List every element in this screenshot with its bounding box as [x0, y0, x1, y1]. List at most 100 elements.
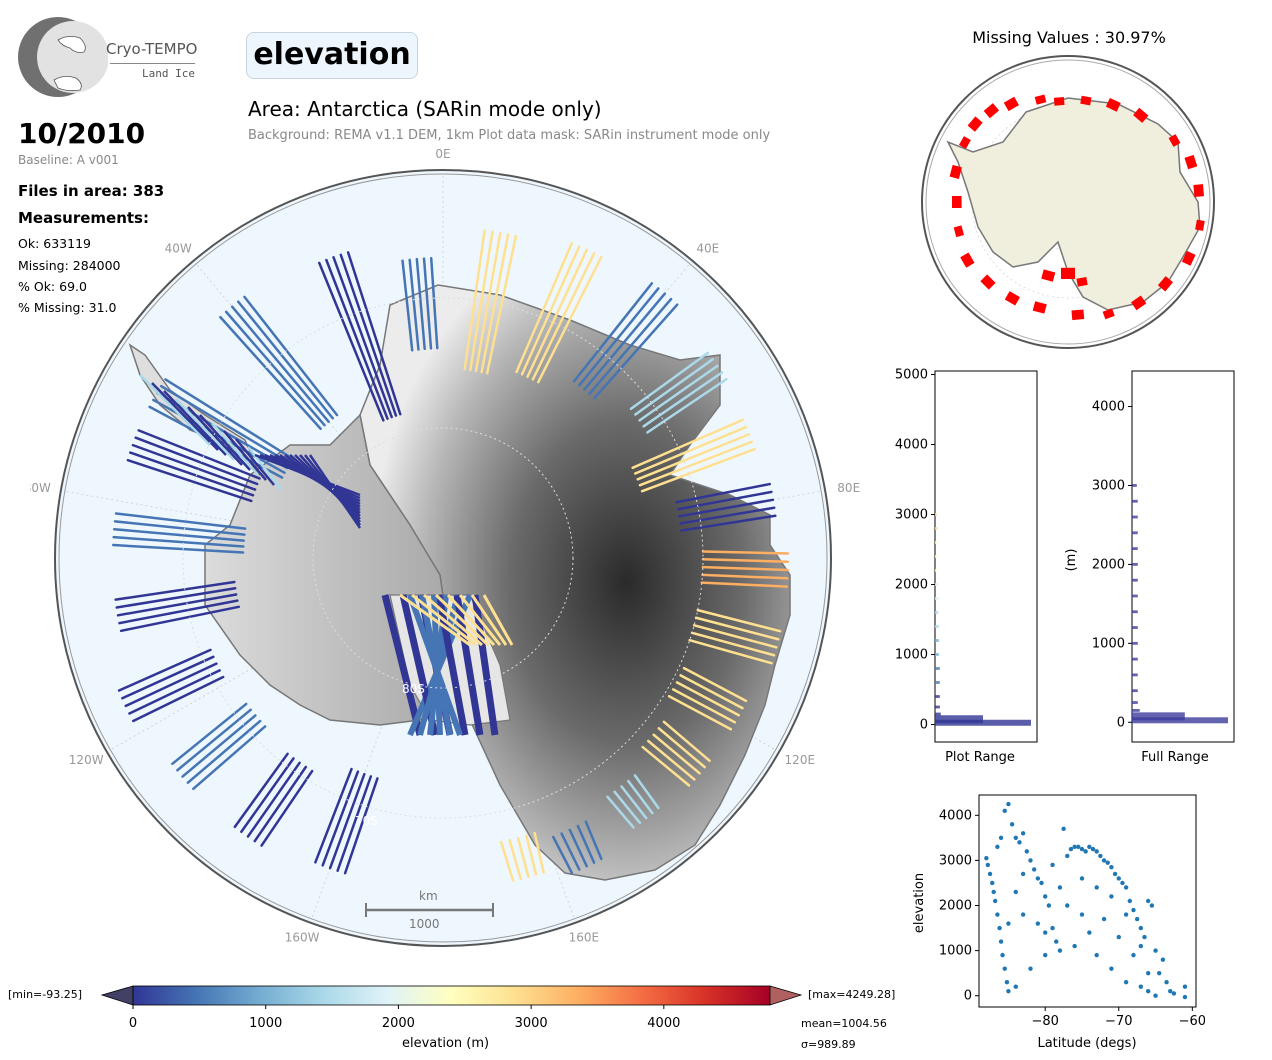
- missing-mark: [1105, 97, 1121, 112]
- missing-mark: [1195, 219, 1205, 231]
- scatter-point: [1035, 876, 1041, 881]
- y-tick-label: 3000: [939, 853, 972, 868]
- scatter-point: [1002, 966, 1007, 971]
- scatter-point: [1013, 835, 1018, 841]
- cryo-tempo-logo: [18, 17, 108, 97]
- scatter-point: [1009, 822, 1015, 827]
- track-segment: [114, 580, 236, 601]
- track-segment: [701, 573, 789, 580]
- histogram-bar: [1132, 531, 1138, 535]
- percent-ok: % Ok: 69.0: [18, 279, 87, 294]
- track-segment: [121, 655, 215, 700]
- scatter-point: [1168, 989, 1173, 994]
- colorbar-gradient: [132, 985, 771, 1006]
- hist-plot-xlabel: Plot Range: [945, 750, 1015, 765]
- ok-count: Ok: 633119: [18, 236, 91, 251]
- y-tick-label: 0: [964, 989, 972, 1004]
- missing-mark: [1184, 154, 1198, 170]
- files-count: Files in area: 383: [18, 182, 165, 200]
- scatter-point: [1157, 970, 1162, 976]
- baseline-label: Baseline: A v001: [18, 153, 119, 167]
- scatter-point: [1087, 930, 1092, 935]
- missing-mark: [953, 225, 965, 238]
- track-segment: [671, 688, 737, 724]
- scatter-ylabel: elevation: [912, 873, 927, 933]
- track-segment: [124, 662, 218, 708]
- histogram-bar: [935, 695, 940, 698]
- scatter-point: [1123, 885, 1129, 890]
- scatter-point: [1116, 876, 1121, 881]
- missing-mark: [958, 136, 971, 149]
- peninsula-track: [223, 430, 267, 481]
- track-segment: [171, 702, 248, 766]
- histogram-bar: [935, 569, 938, 572]
- lon-label: 40W: [165, 242, 192, 256]
- histogram-bar: [1132, 578, 1138, 582]
- missing-mark: [1053, 96, 1065, 106]
- track-segment: [240, 757, 295, 834]
- scale-bar: km 1000: [365, 889, 494, 931]
- track-segment: [485, 234, 518, 375]
- scatter-point: [1116, 934, 1121, 940]
- scatter-point: [1013, 984, 1018, 989]
- scatter-points: [984, 801, 1188, 1000]
- missing-value-marks: [949, 94, 1205, 321]
- colorbar-tick-label: 1000: [249, 1016, 282, 1031]
- histogram-bar: [1132, 610, 1138, 614]
- peninsula-track: [235, 438, 275, 486]
- percent-missing: % Missing: 31.0: [18, 300, 117, 315]
- lon-label: 160W: [285, 931, 320, 945]
- scatter-point: [1024, 849, 1030, 854]
- weddell-track: [308, 454, 362, 529]
- measurements-heading: Measurements:: [18, 209, 149, 227]
- y-tick-label: 0: [920, 718, 928, 733]
- histogram-bar: [935, 555, 938, 558]
- scatter-point: [1112, 871, 1118, 877]
- track-segment: [520, 245, 581, 376]
- scatter-point: [1006, 989, 1011, 994]
- track-segment: [415, 257, 426, 351]
- scatter-point: [1094, 849, 1099, 854]
- histogram-bar: [935, 653, 939, 656]
- histogram-plot-range: 0 1000 2000 3000 4000 5000 Plot Range: [895, 368, 1038, 765]
- missing-values-title: Missing Values : 30.97%: [972, 28, 1166, 47]
- track-segment: [593, 303, 679, 400]
- hist-full-axes: [1131, 370, 1235, 743]
- ross-track: [434, 593, 490, 647]
- scatter-point: [1050, 925, 1055, 931]
- track-segment: [583, 292, 667, 391]
- track-segment: [584, 820, 603, 861]
- track-segment: [701, 550, 790, 555]
- missing-mark: [960, 252, 975, 268]
- background-note: Background: REMA v1.1 DEM, 1km Plot data…: [248, 128, 771, 143]
- scatter-point: [1065, 903, 1070, 908]
- peninsula-track: [151, 382, 219, 451]
- hist-full-ylabel: (m): [1064, 549, 1079, 572]
- track-segment: [690, 631, 776, 657]
- track-segment: [314, 767, 353, 864]
- peninsula-track: [139, 374, 211, 446]
- scatter-point: [1109, 966, 1114, 971]
- hist-plot-bars: [935, 513, 1031, 726]
- track-segment: [694, 616, 780, 641]
- missing-mark: [1071, 309, 1085, 321]
- missing-mark: [1076, 276, 1088, 287]
- track-segment: [224, 310, 326, 427]
- ross-track: [411, 593, 477, 647]
- y-tick-label: 1000: [1092, 636, 1125, 651]
- track-segment: [469, 230, 494, 372]
- scatter-point: [1131, 952, 1136, 958]
- track-segment: [113, 527, 246, 542]
- track-segment: [646, 377, 728, 434]
- missing-mark: [980, 274, 996, 290]
- colorbar-std-label: σ=989.89: [801, 1038, 856, 1051]
- track-segment: [181, 714, 257, 778]
- colorbar-mean-label: mean=1004.56: [801, 1017, 887, 1030]
- track-segment: [114, 512, 247, 530]
- colorbar-tick-label: 2000: [382, 1016, 415, 1031]
- missing-mark: [1102, 308, 1115, 320]
- track-segment: [401, 259, 414, 352]
- scatter-elevation-latitude: −80 −70 −60 0 1000 2000 3000 4000 elevation Lat…: [912, 794, 1205, 1051]
- lon-label: 0E: [435, 147, 450, 161]
- histogram-bar: [1132, 657, 1138, 661]
